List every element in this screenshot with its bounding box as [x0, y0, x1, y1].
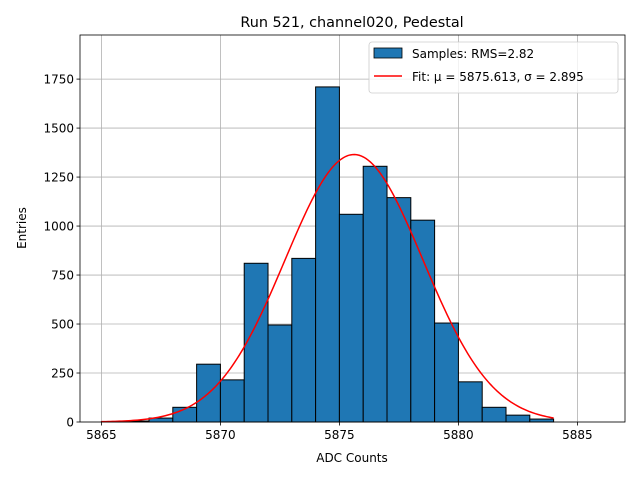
- x-tick-label: 5865: [86, 428, 117, 442]
- y-tick-label: 500: [51, 317, 74, 331]
- legend: Samples: RMS=2.82 Fit: μ = 5875.613, σ =…: [368, 41, 619, 94]
- histogram-bars: [100, 86, 555, 423]
- histogram-bar: [243, 262, 269, 423]
- histogram-bar: [529, 418, 555, 423]
- histogram-bar: [434, 322, 459, 423]
- plot-frame: [79, 34, 626, 423]
- y-tick-label: 750: [51, 268, 74, 282]
- histogram-bar: [267, 324, 293, 423]
- histogram-bar: [315, 86, 340, 423]
- y-axis-ticks: 0 250 500 750 1000 1250 1500 1750: [43, 72, 80, 429]
- y-tick-label: 1000: [43, 219, 74, 233]
- y-tick-label: 1750: [43, 72, 74, 86]
- legend-swatch-samples: [373, 47, 403, 59]
- histogram-bar: [338, 213, 364, 423]
- legend-box: [368, 41, 619, 94]
- histogram-bar: [291, 257, 317, 423]
- fit-curve: [101, 153, 554, 423]
- histogram-bar: [481, 406, 507, 423]
- legend-label-fit: Fit: μ = 5875.613, σ = 2.895: [412, 70, 584, 84]
- histogram-bar: [362, 165, 388, 423]
- histogram-bar: [219, 379, 245, 423]
- x-tick-label: 5885: [562, 428, 593, 442]
- histogram-bar: [457, 381, 483, 423]
- legend-label-samples: Samples: RMS=2.82: [412, 47, 534, 61]
- histogram-bar: [386, 197, 412, 423]
- y-tick-label: 0: [66, 415, 74, 429]
- histogram-bar: [505, 414, 531, 423]
- y-axis-label: Entries: [15, 207, 29, 249]
- x-axis-label: ADC Counts: [316, 451, 388, 465]
- y-tick-label: 250: [51, 366, 74, 380]
- y-tick-label: 1250: [43, 170, 74, 184]
- histogram-bar: [410, 219, 436, 423]
- x-tick-label: 5870: [205, 428, 236, 442]
- y-tick-label: 1500: [43, 121, 74, 135]
- x-axis-ticks: 5865 5870 5875 5880 5885: [86, 422, 593, 442]
- x-tick-label: 5880: [443, 428, 474, 442]
- chart-title: Run 521, channel020, Pedestal: [240, 15, 463, 31]
- x-tick-label: 5875: [324, 428, 355, 442]
